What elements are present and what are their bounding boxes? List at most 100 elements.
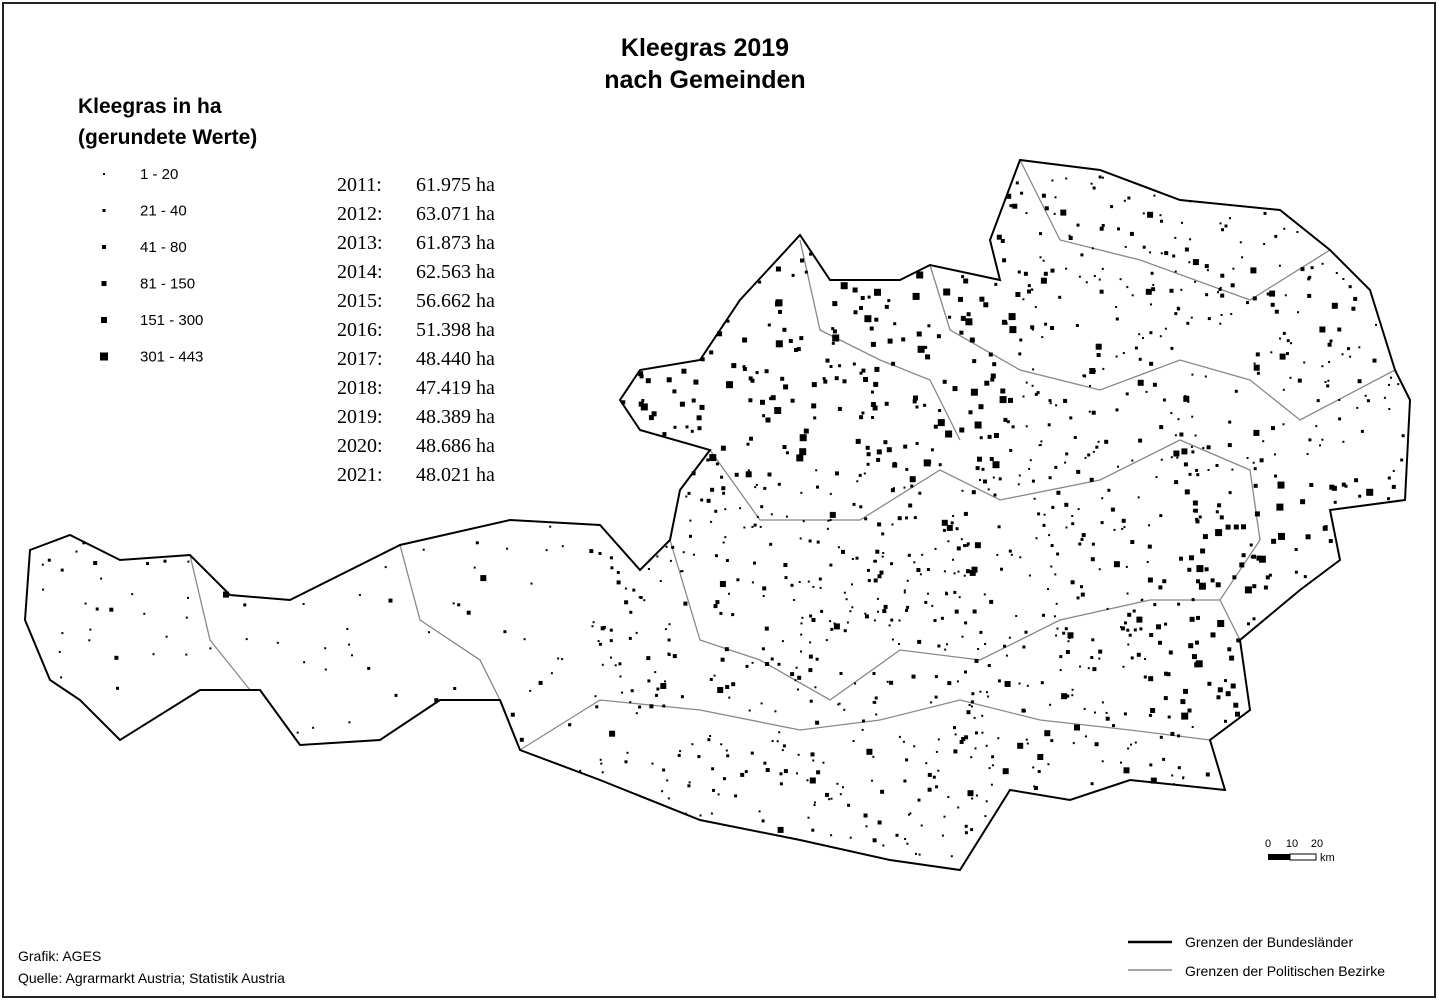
municipality-symbol (750, 751, 754, 755)
municipality-symbol (1253, 429, 1260, 436)
municipality-symbol (865, 825, 868, 828)
municipality-symbol (815, 657, 819, 661)
municipality-symbol (839, 793, 842, 796)
municipality-symbol (1101, 760, 1104, 763)
municipality-symbol (453, 687, 457, 690)
municipality-symbol (1125, 392, 1129, 396)
municipality-symbol (953, 572, 956, 575)
history-area: 48.389 ha (416, 406, 495, 428)
municipality-symbol (1187, 400, 1190, 403)
municipality-symbol (991, 764, 994, 767)
municipality-symbol (838, 364, 842, 368)
municipality-symbol (1017, 270, 1021, 274)
municipality-symbol (1048, 534, 1051, 537)
municipality-symbol (1026, 684, 1029, 687)
municipality-symbol (713, 674, 716, 677)
municipality-symbol (1246, 301, 1249, 305)
municipality-symbol (1217, 687, 1223, 693)
municipality-symbol (1078, 275, 1081, 278)
municipality-symbol (1032, 368, 1035, 371)
municipality-symbol (1018, 352, 1022, 356)
municipality-symbol (1206, 269, 1209, 272)
municipality-symbol (1055, 602, 1058, 605)
municipality-symbol (1148, 676, 1154, 682)
municipality-symbol (1207, 681, 1212, 686)
municipality-symbol (109, 607, 114, 612)
municipality-symbol (1274, 474, 1277, 478)
municipality-symbol (1246, 457, 1249, 459)
municipality-symbol (891, 361, 896, 366)
municipality-symbol (1308, 275, 1312, 279)
municipality-symbol (1169, 288, 1174, 293)
municipality-symbol (348, 643, 351, 646)
text-layer: 1 - 20 21 - 40 41 - 80 81 - 150 151 - 300 301… (100, 166, 495, 486)
municipality-symbol (1149, 361, 1154, 366)
municipality-symbol (992, 461, 1000, 469)
municipality-symbol (422, 548, 425, 551)
municipality-symbol (723, 777, 726, 781)
municipality-symbol (1034, 786, 1038, 790)
municipality-symbol (807, 580, 810, 583)
municipality-symbol (1058, 295, 1062, 299)
municipality-symbol (809, 699, 813, 703)
municipality-symbol (1123, 526, 1126, 529)
municipality-symbol (1219, 515, 1224, 520)
municipality-symbol (869, 326, 874, 331)
municipality-symbol (927, 592, 929, 595)
municipality-symbol (706, 458, 710, 462)
municipality-symbol (742, 365, 746, 369)
municipality-symbol (682, 551, 685, 554)
municipality-symbol (1065, 526, 1068, 529)
municipality-symbol (1043, 271, 1048, 276)
municipality-symbol (1263, 585, 1268, 590)
municipality-symbol (689, 534, 692, 538)
municipality-symbol (873, 560, 875, 563)
municipality-symbol (782, 445, 787, 449)
municipality-symbol (1090, 782, 1094, 786)
municipality-symbol (1276, 503, 1284, 511)
municipality-symbol (651, 762, 654, 765)
municipality-symbol (806, 779, 809, 782)
municipality-symbol (905, 758, 909, 762)
municipality-symbol (1279, 337, 1281, 340)
municipality-symbol (770, 657, 774, 661)
municipality-symbol (1126, 286, 1129, 289)
municipality-symbol (243, 603, 247, 607)
municipality-symbol (609, 556, 613, 560)
municipality-symbol (749, 436, 753, 441)
municipality-symbol (1044, 322, 1048, 326)
municipality-symbol (1064, 627, 1068, 631)
municipality-symbol (1252, 554, 1256, 559)
municipality-symbol (1294, 548, 1298, 551)
municipality-symbol (1049, 703, 1052, 706)
municipality-symbol (731, 682, 736, 687)
municipality-symbol (830, 834, 833, 837)
municipality-symbol (669, 559, 672, 562)
municipality-symbol (1138, 333, 1141, 336)
municipality-symbol (867, 568, 870, 572)
municipality-symbol (779, 772, 783, 776)
municipality-symbol (709, 350, 714, 355)
municipality-symbol (872, 672, 876, 675)
municipality-symbol (1188, 643, 1194, 649)
municipality-symbol (628, 636, 632, 640)
municipality-symbol (1134, 346, 1138, 350)
municipality-symbol (1076, 596, 1080, 600)
municipality-symbol (861, 411, 865, 415)
municipality-symbol (1179, 432, 1184, 437)
municipality-symbol (1210, 578, 1215, 583)
municipality-symbol (1008, 313, 1016, 321)
municipality-symbol (1027, 284, 1031, 288)
municipality-symbol (800, 491, 803, 494)
municipality-symbol (1105, 711, 1108, 714)
municipality-symbol (978, 404, 984, 410)
municipality-symbol (934, 695, 938, 699)
municipality-symbol (1033, 497, 1036, 500)
municipality-symbol (799, 537, 802, 540)
history-year: 2018: (337, 377, 383, 399)
municipality-symbol (715, 462, 719, 466)
municipality-symbol (1252, 461, 1255, 464)
municipality-symbol (1144, 658, 1147, 660)
history-area: 62.563 ha (416, 261, 495, 283)
municipality-symbol (1160, 458, 1163, 461)
